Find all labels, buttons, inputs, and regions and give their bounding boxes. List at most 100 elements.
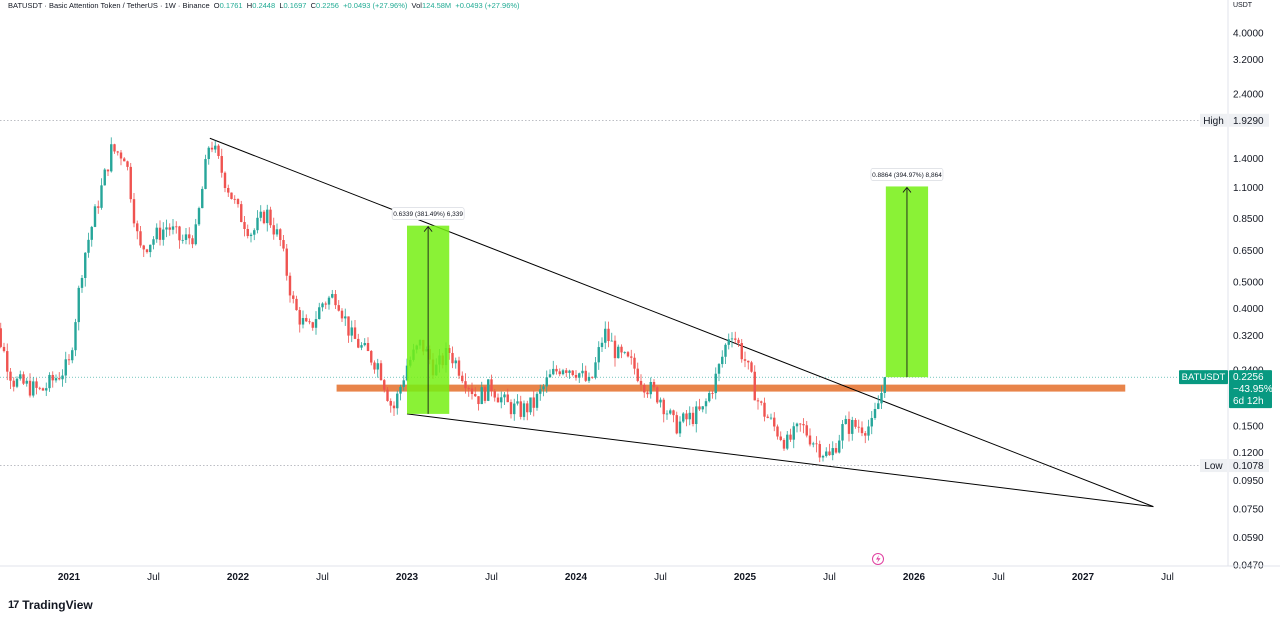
candle-body — [581, 370, 584, 374]
candle-body — [617, 346, 620, 359]
candle — [38, 386, 41, 391]
candle-body — [643, 384, 646, 393]
candle — [704, 398, 708, 414]
symbol-badge-label: BATUSDT — [1182, 372, 1226, 383]
candle-body — [363, 343, 366, 346]
candle-body — [470, 388, 474, 395]
candle — [487, 379, 490, 402]
candle — [464, 373, 467, 394]
candle-body — [604, 328, 607, 343]
symbol-badge[interactable] — [1179, 370, 1228, 385]
candle — [217, 144, 220, 159]
lightning-icon-group — [872, 553, 884, 565]
candle-body — [646, 392, 649, 395]
candle — [672, 409, 675, 423]
candle — [737, 337, 740, 347]
candle — [347, 316, 350, 343]
time-tick-label: Jul — [823, 572, 836, 583]
candle — [210, 141, 214, 153]
candle-body — [298, 310, 301, 325]
candle-body — [77, 287, 80, 323]
candle — [542, 383, 545, 397]
candle — [223, 171, 227, 193]
candle-body — [28, 380, 32, 396]
candle-body — [734, 338, 737, 340]
candle-body — [64, 359, 67, 376]
candle — [825, 447, 828, 458]
legend-close-label: C — [310, 1, 317, 10]
candle — [126, 160, 129, 171]
candle-body — [0, 328, 2, 347]
candle-body — [675, 415, 678, 434]
candle — [61, 369, 64, 387]
candle-body — [379, 363, 383, 381]
measurement-tools[interactable]: 0.6339 (381.49%) 6,339 0.8864 (394.97%) 8… — [391, 168, 944, 414]
candle-body — [591, 376, 594, 378]
candle-body — [162, 229, 165, 240]
candle — [873, 402, 877, 420]
price-badge[interactable] — [1229, 370, 1272, 409]
candle — [516, 394, 519, 406]
candle — [818, 440, 821, 463]
candle — [295, 295, 298, 311]
candle — [383, 378, 386, 393]
candle — [41, 387, 45, 391]
candle-body — [721, 356, 724, 365]
tradingview-logo[interactable]: 17 TradingView — [8, 598, 93, 612]
candle — [795, 422, 799, 433]
time-axis[interactable]: 2021 Jul 2022 Jul 2023 Jul 2024 Jul 2025 Jul 2026 J… — [0, 565, 1280, 583]
candle-body — [639, 380, 643, 385]
price-axis[interactable]: 4.0000 3.2000 2.4000 1.4000 1.1000 0.8500 0.65… — [1179, 0, 1273, 571]
candle-body — [311, 322, 314, 328]
candle — [256, 210, 259, 234]
lightning-icon[interactable] — [872, 553, 884, 565]
candle-body — [461, 375, 464, 382]
candle — [565, 368, 568, 378]
candle — [717, 362, 721, 382]
currency-label[interactable]: USDT — [1233, 2, 1253, 9]
candle-body — [389, 400, 392, 406]
legend-symbol[interactable]: BATUSDT · Basic Attention Token / Tether… — [8, 1, 210, 10]
candle-body — [708, 393, 711, 402]
candle-body — [249, 234, 253, 237]
candle-body — [457, 360, 461, 376]
time-tick-label: Jul — [1161, 572, 1174, 583]
candle — [760, 400, 763, 406]
candle-body — [22, 374, 25, 384]
price-tick-label: 2.4000 — [1233, 90, 1264, 101]
support-zone[interactable] — [336, 384, 1126, 392]
low-value-label: 0.1078 — [1233, 461, 1264, 472]
candle — [682, 412, 685, 424]
candle — [620, 344, 623, 359]
trendline-1[interactable] — [209, 137, 1154, 508]
candle — [119, 150, 123, 166]
chart-trendlines[interactable] — [209, 137, 1154, 508]
candle — [513, 398, 516, 421]
lightning-bolt-icon — [876, 555, 881, 563]
candle-body — [243, 222, 246, 229]
candle — [857, 419, 860, 433]
candle — [220, 148, 223, 178]
candle — [181, 234, 184, 244]
candle — [799, 423, 802, 432]
trendline-2[interactable] — [406, 413, 1154, 508]
candle-body — [54, 378, 58, 381]
candle-body — [799, 423, 802, 425]
candle-body — [558, 371, 561, 375]
candle — [860, 421, 864, 437]
candle-body — [844, 418, 847, 425]
candle-body — [750, 362, 753, 372]
candle-body — [776, 426, 779, 437]
candle-body — [376, 363, 379, 370]
candle — [743, 351, 747, 368]
candle — [730, 332, 734, 348]
candle — [194, 218, 197, 246]
candle-body — [805, 425, 808, 436]
candle-body — [126, 161, 129, 167]
candle — [399, 384, 402, 401]
candle — [851, 416, 854, 441]
candle — [191, 235, 194, 249]
candle-body — [802, 424, 805, 426]
candle — [45, 382, 48, 397]
